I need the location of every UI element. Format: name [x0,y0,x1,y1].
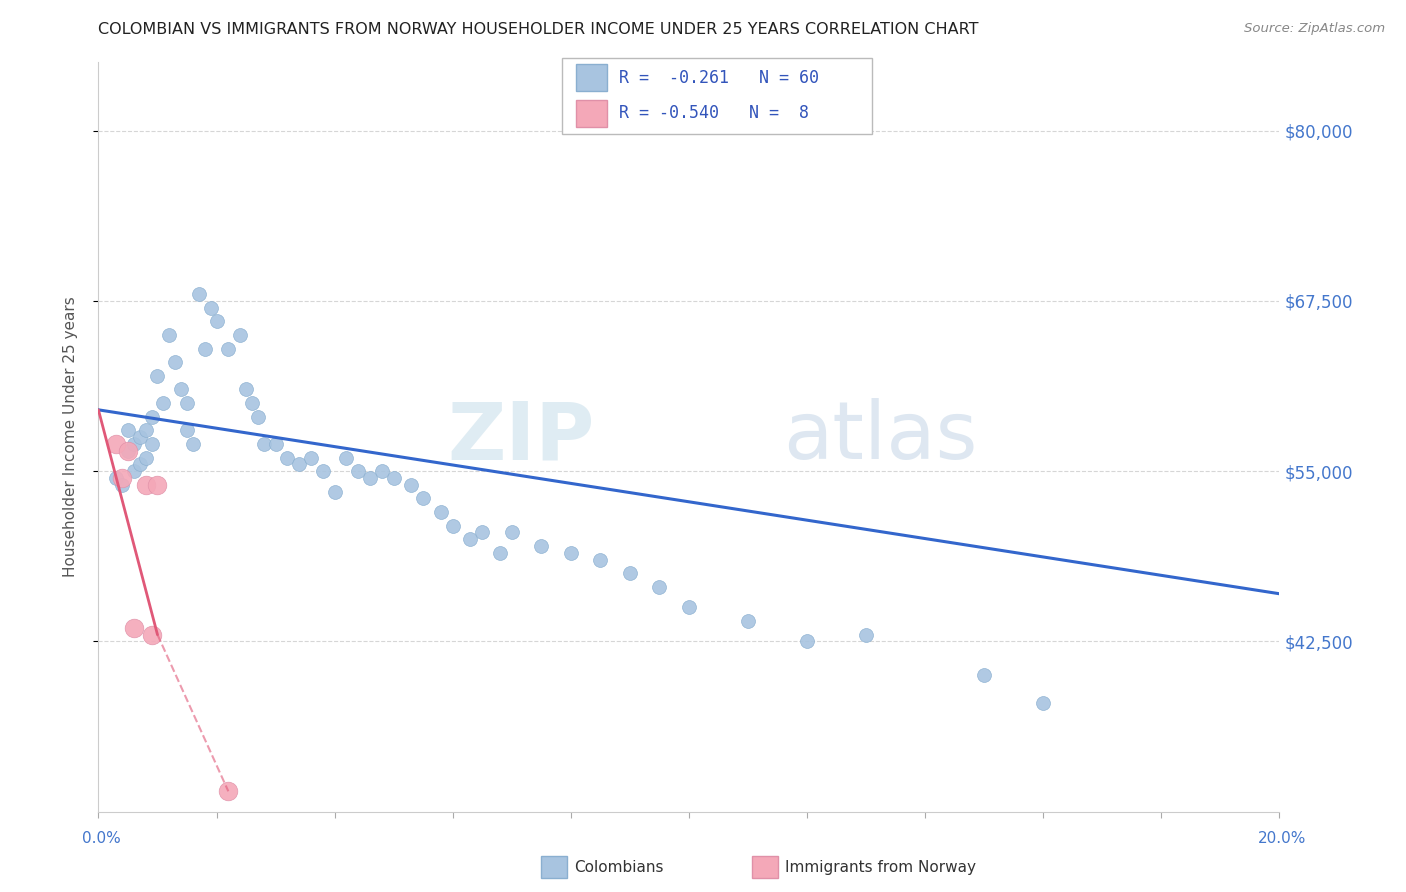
Point [122,437,145,451]
Point [141,409,163,424]
Point [176,423,198,437]
Point [264,437,287,451]
Point [141,437,163,451]
Point [678,600,700,615]
Point [235,383,257,397]
Point [246,409,269,424]
Text: Immigrants from Norway: Immigrants from Norway [785,860,976,874]
Point [430,505,453,519]
Point [157,327,180,342]
Text: ZIP: ZIP [447,398,595,476]
Point [141,627,163,641]
Point [111,477,134,491]
Point [105,471,128,485]
Point [170,383,193,397]
Point [105,437,128,451]
Point [135,477,157,491]
Point [619,566,641,581]
Point [471,525,494,540]
Point [135,450,157,465]
Point [973,668,995,682]
Point [412,491,434,506]
Point [217,342,239,356]
Text: R = -0.540   N =  8: R = -0.540 N = 8 [619,104,808,122]
Point [135,423,157,437]
Point [128,458,150,472]
Point [276,450,298,465]
Point [217,784,239,798]
Point [441,518,464,533]
Point [165,355,187,369]
Point [460,533,482,547]
Point [253,437,276,451]
Text: 0.0%: 0.0% [82,831,121,846]
Point [111,471,134,485]
Point [335,450,357,465]
Point [648,580,671,594]
Point [146,477,169,491]
Point [401,477,423,491]
Text: Colombians: Colombians [574,860,664,874]
Point [589,552,612,566]
Point [181,437,204,451]
Point [117,423,139,437]
Point [855,627,877,641]
Point [359,471,381,485]
Point [382,471,405,485]
Point [117,443,139,458]
Text: Source: ZipAtlas.com: Source: ZipAtlas.com [1244,22,1385,36]
Point [347,464,370,478]
Point [205,314,228,328]
Point [152,396,174,410]
Point [200,301,222,315]
Point [489,546,512,560]
Point [128,430,150,444]
Point [737,614,759,628]
Text: R =  -0.261   N = 60: R = -0.261 N = 60 [619,69,818,87]
Point [122,464,145,478]
Point [1032,696,1054,710]
Point [560,546,582,560]
Point [229,327,252,342]
Point [312,464,335,478]
Point [240,396,263,410]
Point [501,525,523,540]
Point [299,450,322,465]
Point [187,287,209,301]
Point [146,368,169,383]
Text: 20.0%: 20.0% [1258,831,1306,846]
Text: atlas: atlas [783,398,977,476]
Point [530,539,553,553]
Point [117,443,139,458]
Point [176,396,198,410]
Point [323,484,346,499]
Point [194,342,217,356]
Point [122,621,145,635]
Point [371,464,394,478]
Text: COLOMBIAN VS IMMIGRANTS FROM NORWAY HOUSEHOLDER INCOME UNDER 25 YEARS CORRELATIO: COLOMBIAN VS IMMIGRANTS FROM NORWAY HOUS… [98,22,979,37]
Point [796,634,818,648]
Point [288,458,311,472]
Y-axis label: Householder Income Under 25 years: Householder Income Under 25 years [63,297,77,577]
